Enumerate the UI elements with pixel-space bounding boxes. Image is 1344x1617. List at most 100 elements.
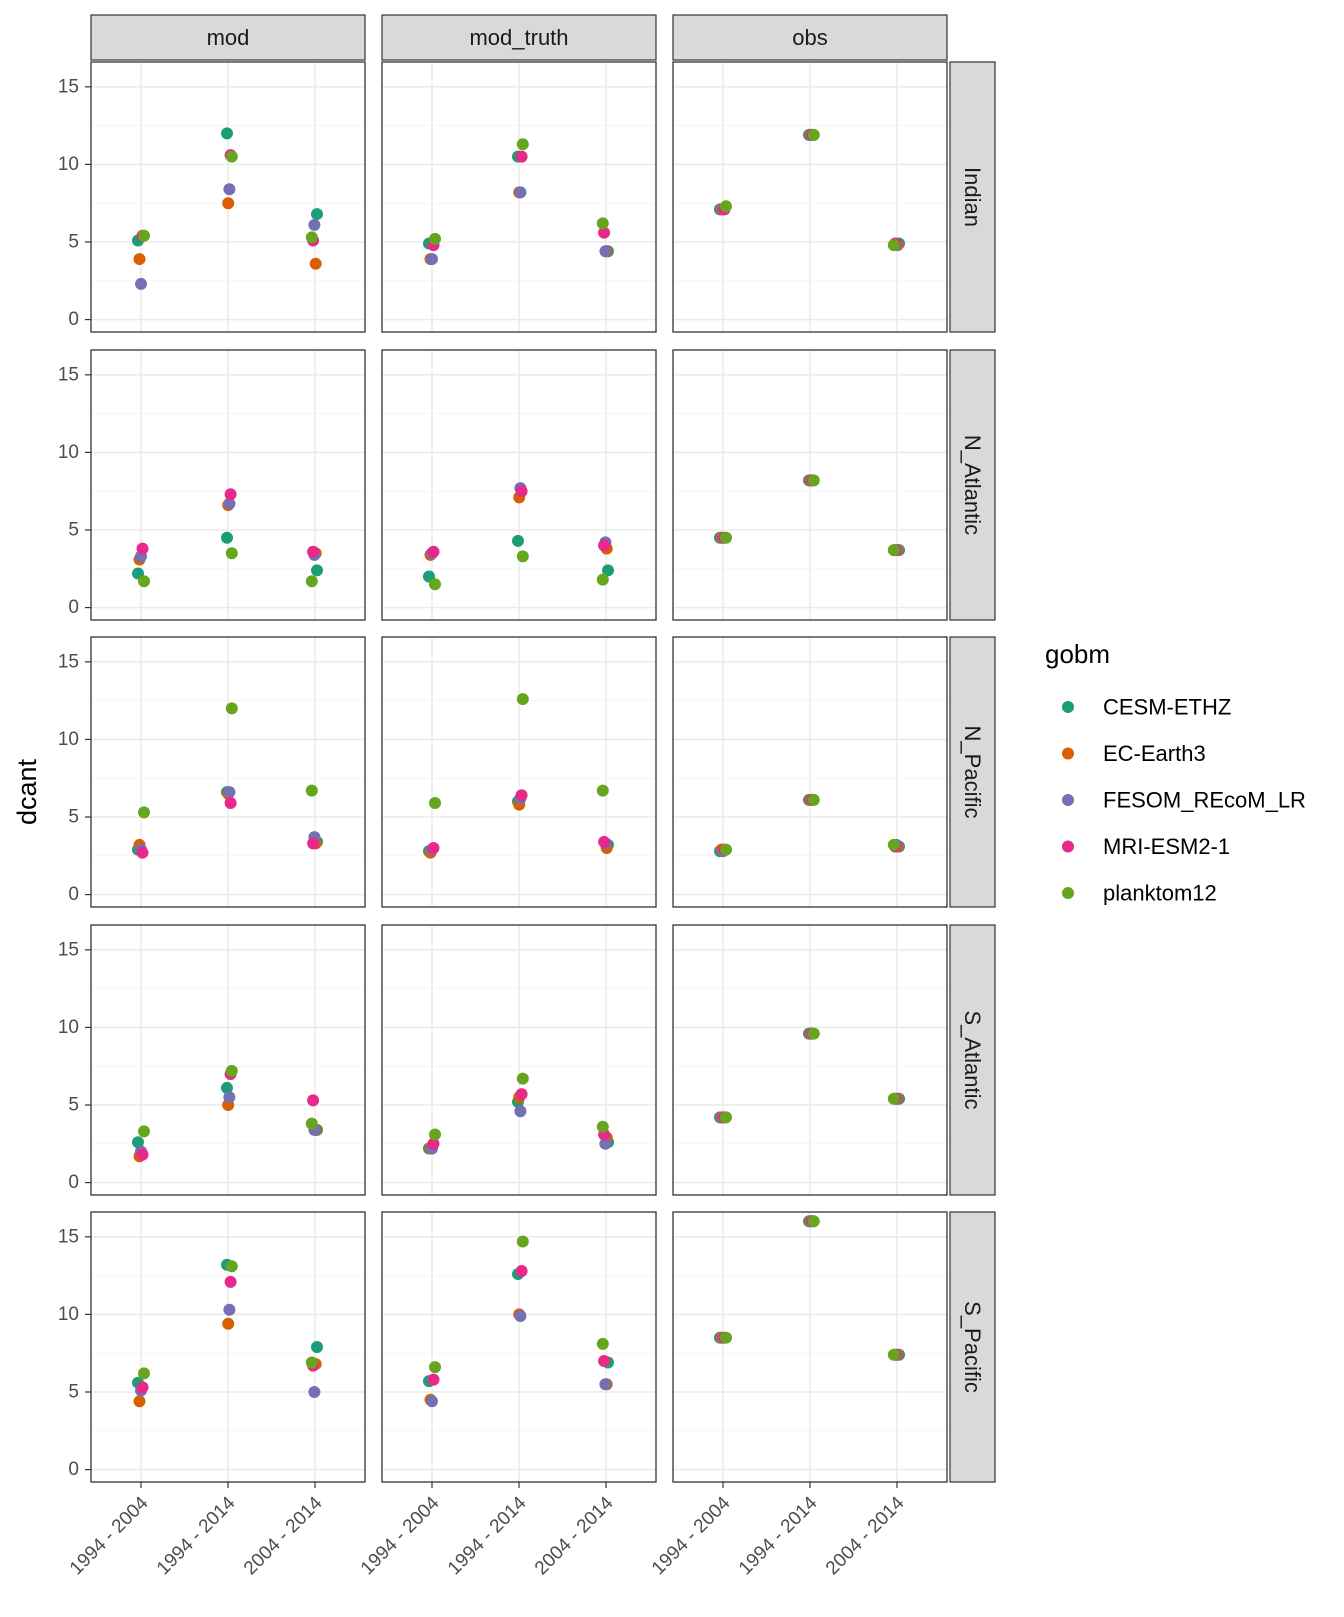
x-tick-label: 1994 - 2004 [357, 1492, 444, 1579]
row-strip-background [949, 924, 996, 1196]
strip-mod-truth: mod_truth [381, 14, 657, 61]
point-cesm-ethz [311, 1341, 323, 1353]
row-strip-label: N_Pacific [960, 726, 985, 819]
panel-mod-truth-s-atlantic [381, 924, 657, 1196]
point-planktom12 [887, 838, 900, 851]
legend-key [1062, 794, 1074, 806]
point-planktom12 [720, 1331, 732, 1344]
point-planktom12 [138, 1125, 150, 1138]
point-fesom-recom-lr [426, 253, 438, 266]
panel-border [90, 61, 366, 333]
point-fesom-recom-lr [135, 277, 147, 290]
point-cesm-ethz [512, 534, 524, 547]
point-planktom12 [305, 1117, 318, 1130]
y-tick-label: 5 [68, 520, 79, 541]
point-planktom12 [429, 578, 441, 591]
row-strip-background [949, 61, 996, 333]
point-planktom12 [516, 1072, 529, 1085]
y-tick-label: 10 [58, 1017, 79, 1038]
legend-item-planktom12: planktom12 [1062, 881, 1217, 906]
panel-mod-indian [90, 61, 366, 333]
plot-area: mod mod_truth obs Indian N_Atlantic N_Pacific… [58, 14, 996, 1579]
y-tick-label: 15 [58, 76, 79, 97]
point-fesom-recom-lr [599, 1137, 612, 1150]
point-planktom12 [429, 1361, 441, 1374]
legend-key [1062, 840, 1074, 853]
panel-obs-indian [672, 61, 948, 333]
point-planktom12 [807, 128, 820, 141]
panel-border [672, 349, 948, 621]
y-tick-label: 5 [68, 1382, 79, 1403]
point-mri-esm2-1 [427, 842, 440, 855]
point-planktom12 [720, 1111, 732, 1124]
legend-title: gobm [1045, 639, 1110, 669]
point-planktom12 [596, 573, 609, 586]
point-ec-earth3 [309, 257, 322, 270]
point-mri-esm2-1 [136, 846, 149, 859]
y-tick-label: 10 [58, 1304, 79, 1325]
panel-mod-truth-n-atlantic [381, 349, 657, 621]
strip-label: obs [792, 25, 827, 50]
point-planktom12 [138, 575, 150, 588]
x-axis-obs: 1994 - 2004 1994 - 2014 2004 - 2014 [648, 1482, 909, 1579]
y-tick-label: 5 [68, 1095, 79, 1116]
y-tick-label: 10 [58, 154, 79, 175]
row-strip-background [949, 636, 996, 908]
strip-n-pacific: N_Pacific [949, 636, 996, 908]
panel-border [381, 61, 657, 333]
point-cesm-ethz [221, 127, 233, 140]
point-mri-esm2-1 [307, 545, 320, 558]
y-axis: 0 5 10 15 [58, 939, 91, 1193]
point-planktom12 [305, 784, 318, 797]
point-cesm-ethz [221, 531, 233, 544]
point-cesm-ethz [311, 564, 323, 577]
row-strip-label: Indian [960, 167, 985, 227]
point-planktom12 [516, 550, 529, 563]
y-tick-label: 0 [68, 1172, 79, 1193]
strip-mod: mod [90, 14, 366, 61]
legend-item-cesm-ethz: CESM-ETHZ [1062, 695, 1231, 720]
point-planktom12 [596, 217, 609, 230]
panel-border [90, 349, 366, 621]
legend-label: planktom12 [1103, 881, 1217, 906]
point-cesm-ethz [132, 1136, 144, 1149]
point-mri-esm2-1 [515, 150, 528, 163]
point-planktom12 [720, 531, 732, 544]
row-strip-label: S_Atlantic [960, 1010, 985, 1109]
point-planktom12 [305, 1356, 318, 1369]
point-mri-esm2-1 [307, 1094, 320, 1107]
panel-border [381, 349, 657, 621]
point-planktom12 [887, 239, 900, 252]
point-fesom-recom-lr [223, 183, 236, 196]
x-tick-label: 2004 - 2014 [240, 1492, 327, 1579]
point-planktom12 [516, 1235, 529, 1248]
legend-key [1062, 701, 1074, 713]
panel-border [672, 61, 948, 333]
strip-obs: obs [672, 14, 948, 61]
legend-label: FESOM_REcoM_LR [1103, 788, 1306, 813]
point-mri-esm2-1 [598, 835, 611, 848]
panel-obs-n-atlantic [672, 349, 948, 621]
point-mri-esm2-1 [515, 485, 528, 498]
y-tick-label: 0 [68, 1459, 79, 1480]
point-fesom-recom-lr [308, 218, 321, 231]
point-planktom12 [516, 693, 529, 706]
point-fesom-recom-lr [308, 1386, 321, 1398]
panel-border [672, 924, 948, 1196]
point-fesom-recom-lr [599, 245, 612, 258]
point-ec-earth3 [133, 253, 146, 266]
y-axis: 0 5 10 15 [58, 651, 91, 905]
point-mri-esm2-1 [224, 797, 237, 810]
strip-s-pacific: S_Pacific [949, 1211, 996, 1483]
point-planktom12 [225, 150, 238, 163]
panel-mod-n-pacific [90, 636, 366, 908]
point-planktom12 [138, 1367, 150, 1380]
y-tick-label: 15 [58, 651, 79, 672]
point-planktom12 [138, 229, 150, 242]
x-axis-mod-truth: 1994 - 2004 1994 - 2014 2004 - 2014 [357, 1482, 618, 1579]
y-tick-label: 15 [58, 939, 79, 960]
point-planktom12 [887, 1092, 900, 1105]
y-tick-label: 0 [68, 597, 79, 618]
panel-obs-s-pacific [672, 1211, 948, 1483]
